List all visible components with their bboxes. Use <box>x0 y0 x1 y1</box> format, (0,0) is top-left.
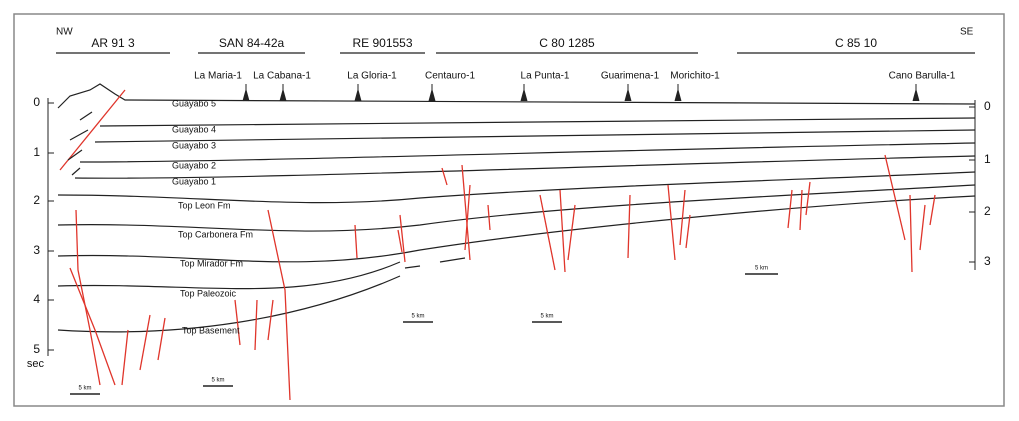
well-symbol <box>242 84 250 102</box>
horizon-label: Top Paleozoic <box>180 288 237 298</box>
right-tick-label: 3 <box>984 254 991 268</box>
horizon-line <box>99 117 976 127</box>
well-label: Cano Barulla-1 <box>889 71 956 82</box>
well-label: Guarimena-1 <box>601 71 660 82</box>
horizon-label: Top Leon Fm <box>178 200 231 210</box>
well-symbol <box>279 84 287 102</box>
horizon-line <box>74 155 976 179</box>
seismic-line-label: SAN 84-42a <box>219 36 285 50</box>
right-tick-label: 0 <box>984 99 991 113</box>
left-tick-label: 5 <box>33 342 40 356</box>
seismic-line-label: C 80 1285 <box>539 36 595 50</box>
well-symbol <box>354 84 362 102</box>
well-symbol <box>624 84 632 102</box>
surface <box>57 83 976 109</box>
scale-bar-label: 5 km <box>755 266 768 272</box>
left-tick-label: 1 <box>33 145 40 159</box>
axis-unit: sec <box>27 358 45 370</box>
well-label: La Maria-1 <box>194 71 242 82</box>
seismic-line-label: C 85 10 <box>835 36 877 50</box>
right-tick-label: 2 <box>984 204 991 218</box>
horizon-label: Top Basement <box>182 325 240 335</box>
horizon-label: Top Mirador Fm <box>180 258 243 268</box>
well-label: Centauro-1 <box>425 71 475 82</box>
horizon-line <box>57 195 976 263</box>
right-tick-label: 1 <box>984 152 991 166</box>
frame <box>13 13 1005 407</box>
well-label: La Punta-1 <box>521 71 570 82</box>
horizon-label: Guayabo 4 <box>172 124 216 134</box>
horizon-label: Guayabo 3 <box>172 140 216 150</box>
seismic-line-label: AR 91 3 <box>91 36 135 50</box>
well-symbol <box>912 84 920 102</box>
well-label: La Cabana-1 <box>253 71 311 82</box>
horizon-label: Guayabo 5 <box>172 98 216 108</box>
well-label: La Gloria-1 <box>347 71 397 82</box>
se-label: SE <box>960 27 974 38</box>
scale-bar-label: 5 km <box>411 314 424 320</box>
horizon-label: Guayabo 2 <box>172 160 216 170</box>
nw-label: NW <box>56 27 73 38</box>
faults <box>59 89 936 401</box>
horizon-line <box>94 129 976 143</box>
well-symbol <box>428 84 436 102</box>
well-symbol <box>520 84 528 102</box>
horizon-label: Top Carbonera Fm <box>178 229 253 239</box>
scale-bar-label: 5 km <box>211 378 224 384</box>
left-tick-label: 0 <box>33 95 40 109</box>
horizon-line <box>57 171 976 204</box>
scale-bar-label: 5 km <box>78 386 91 392</box>
scale-bar-label: 5 km <box>540 314 553 320</box>
horizon-line <box>404 257 466 269</box>
horizon-label: Guayabo 1 <box>172 176 216 186</box>
left-tick-label: 4 <box>33 292 40 306</box>
well-label: Morichito-1 <box>670 71 720 82</box>
horizon-line <box>79 142 976 163</box>
well-symbol <box>674 84 682 102</box>
horizons <box>57 83 976 333</box>
horizon-line <box>57 261 401 290</box>
seismic-line-label: RE 901553 <box>352 36 412 50</box>
left-tick-label: 2 <box>33 193 40 207</box>
left-tick-label: 3 <box>33 243 40 257</box>
horizon-line <box>57 184 976 232</box>
